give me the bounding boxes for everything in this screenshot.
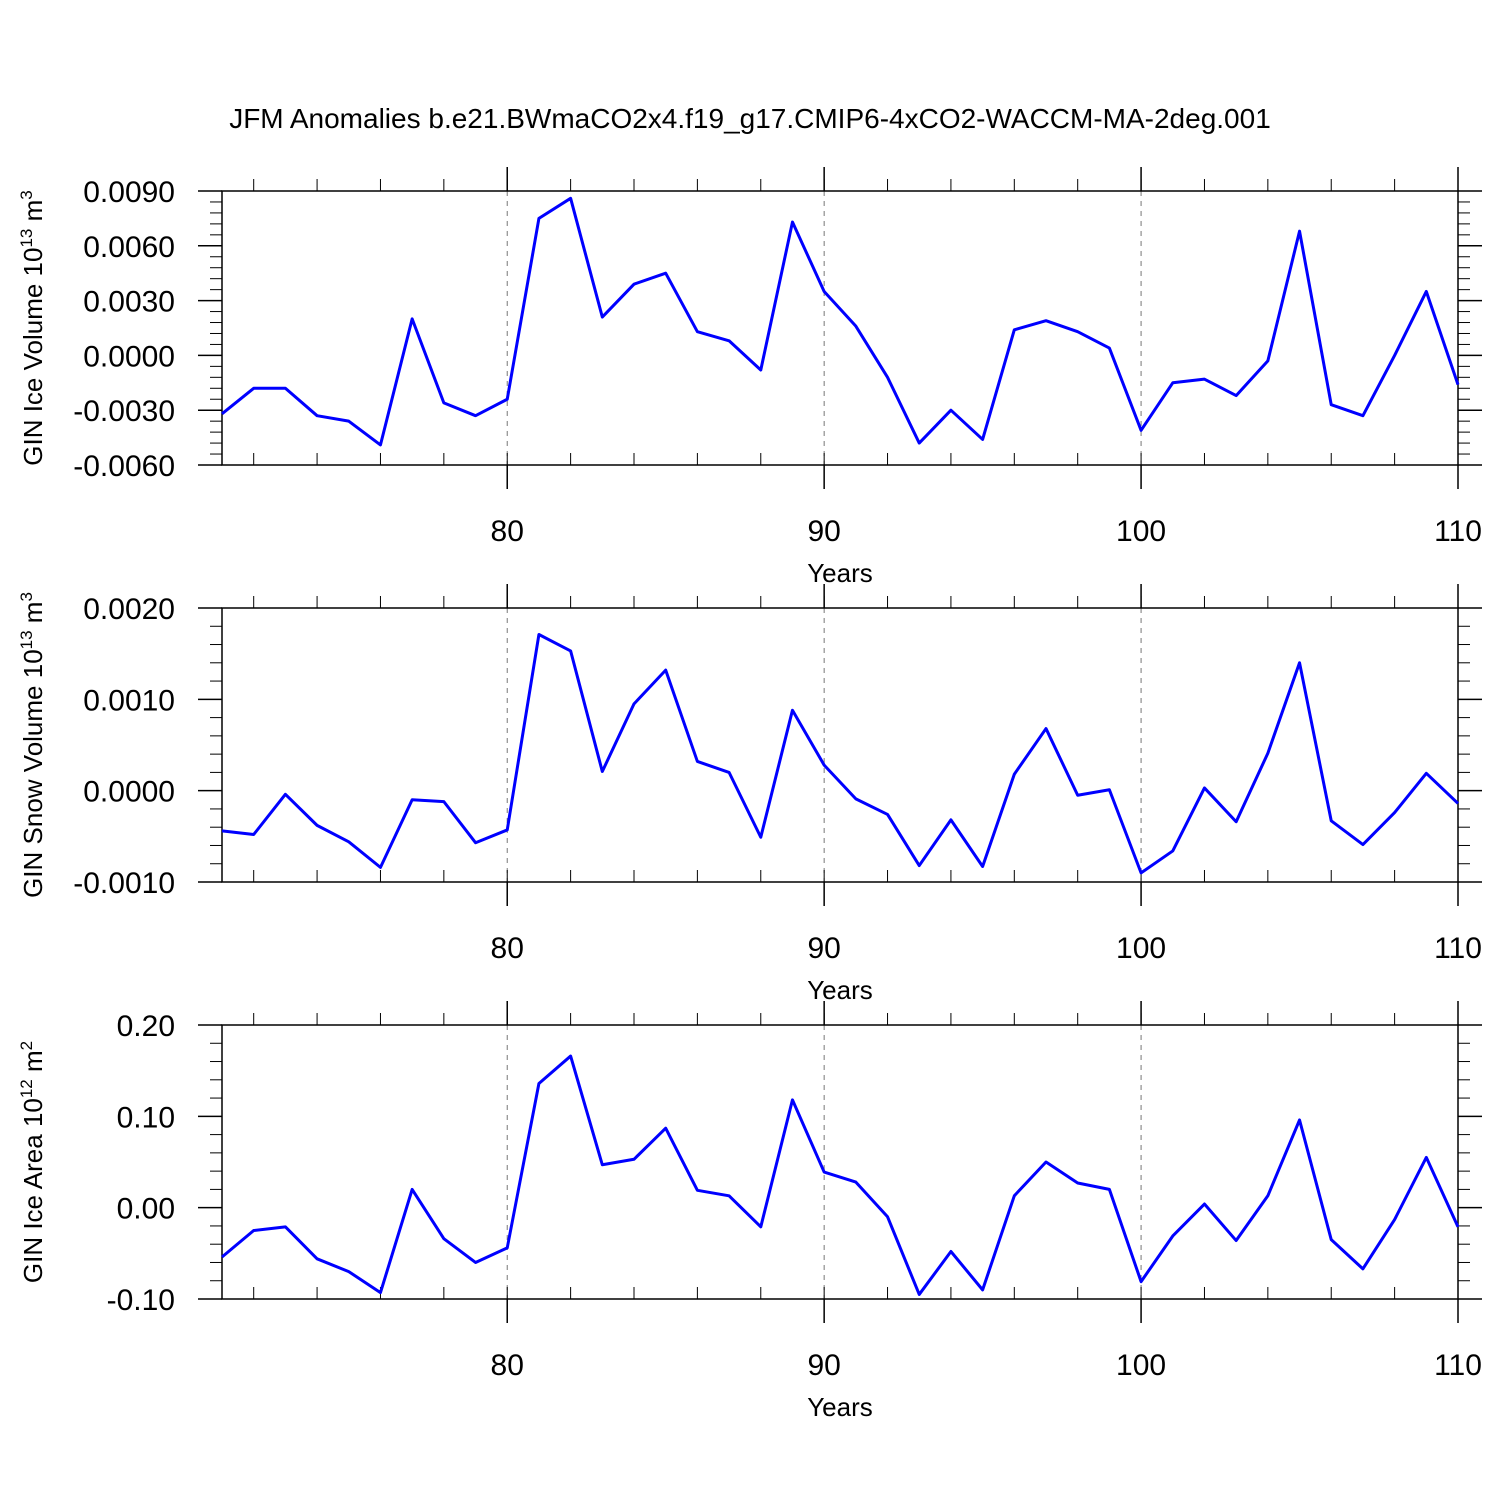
x-tick-label: 90	[807, 932, 840, 965]
y-axis-label: GIN Ice Volume 1013 m3	[17, 190, 48, 466]
y-axis-label-exponent: 3	[17, 592, 36, 601]
data-line	[221, 1054, 1460, 1296]
y-axis-label-exponent: 13	[17, 630, 36, 649]
y-axis-label-part: GIN Snow Volume 10	[18, 649, 48, 898]
y-tick-label: 0.0030	[83, 286, 175, 319]
y-tick-label: 0.00	[117, 1193, 175, 1226]
x-tick-label: 90	[807, 1349, 840, 1382]
y-axis-label-part: m	[18, 602, 48, 631]
plot-frame	[221, 190, 1459, 466]
y-tick-label: 0.0000	[83, 776, 175, 809]
chart-title: JFM Anomalies b.e21.BWmaCO2x4.f19_g17.CM…	[229, 103, 1271, 134]
plot-frame	[221, 1024, 1459, 1300]
y-tick-label: -0.0060	[73, 450, 175, 483]
y-tick-label: -0.10	[107, 1284, 175, 1317]
y-axis-label-exponent: 3	[17, 190, 36, 199]
y-axis-label-part: m	[18, 200, 48, 229]
y-tick-label: -0.0010	[73, 867, 175, 900]
y-axis-label-part: GIN Ice Area 10	[18, 1098, 48, 1283]
x-axis-label: Years	[807, 1392, 873, 1422]
x-tick-label: 80	[491, 515, 524, 548]
y-axis-label: GIN Ice Area 1012 m2	[17, 1041, 48, 1283]
y-tick-label: 0.20	[117, 1010, 175, 1043]
x-axis-label: Years	[807, 558, 873, 588]
y-tick-label: 0.0020	[83, 593, 175, 626]
x-tick-label: 80	[491, 1349, 524, 1382]
y-tick-label: 0.0010	[83, 684, 175, 717]
x-tick-label: 110	[1434, 1349, 1482, 1382]
y-tick-label: -0.0030	[73, 395, 175, 428]
y-axis-label-exponent: 2	[17, 1041, 36, 1050]
data-line	[221, 196, 1460, 447]
y-tick-label: 0.0090	[83, 176, 175, 209]
x-tick-label: 100	[1116, 1349, 1166, 1382]
x-tick-label: 110	[1434, 515, 1482, 548]
x-tick-label: 110	[1434, 932, 1482, 965]
y-axis-label-exponent: 12	[17, 1079, 36, 1098]
x-tick-label: 90	[807, 515, 840, 548]
data-line	[221, 632, 1460, 875]
y-axis-label-part: m	[18, 1050, 48, 1079]
x-tick-label: 100	[1116, 515, 1166, 548]
x-axis-label: Years	[807, 975, 873, 1005]
y-tick-label: 0.10	[117, 1101, 175, 1134]
x-tick-label: 100	[1116, 932, 1166, 965]
y-axis-label-part: GIN Ice Volume 10	[18, 248, 48, 466]
y-tick-label: 0.0060	[83, 231, 175, 264]
plot-frame	[221, 607, 1459, 883]
y-axis-label-exponent: 13	[17, 229, 36, 248]
y-tick-label: 0.0000	[83, 340, 175, 373]
y-axis-label: GIN Snow Volume 1013 m3	[17, 592, 48, 898]
x-tick-label: 80	[491, 932, 524, 965]
